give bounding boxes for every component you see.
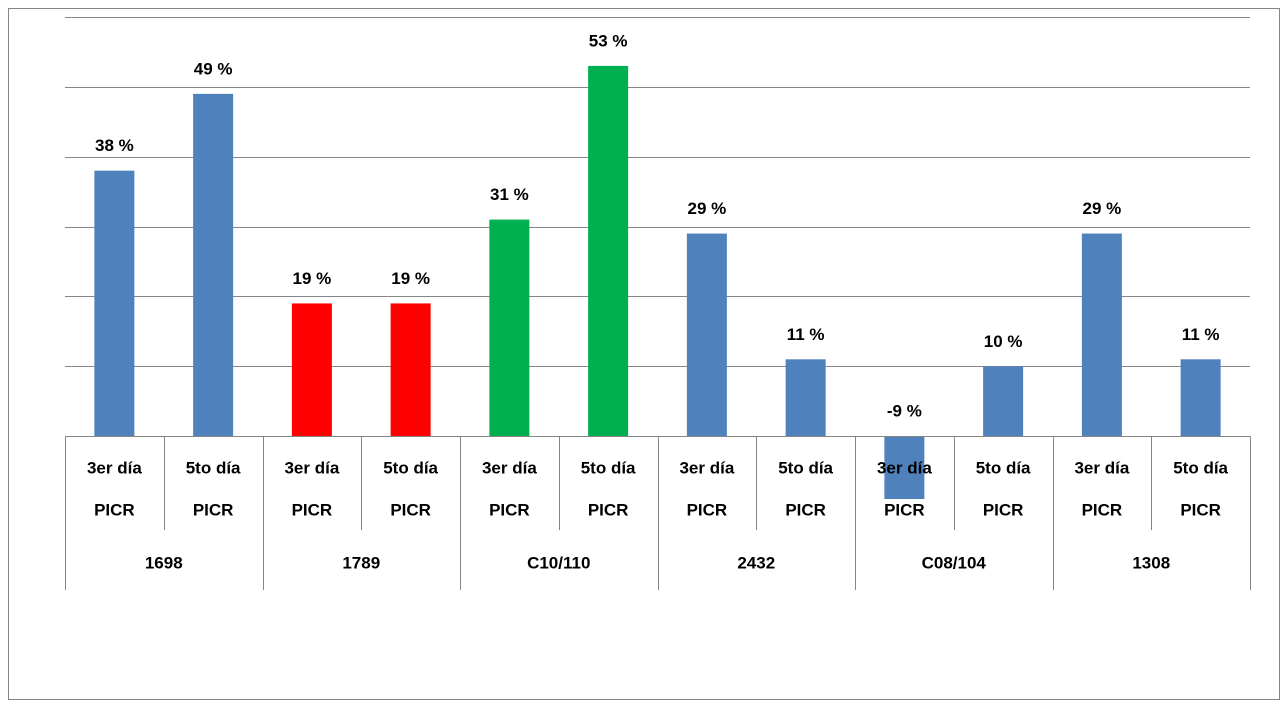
bar xyxy=(588,65,629,437)
x-tick-label: 5to día xyxy=(186,459,241,478)
x-tick-label: 5to día xyxy=(976,459,1031,478)
value-label: -9 % xyxy=(887,402,922,421)
value-label: 11 % xyxy=(787,325,825,344)
x-tick-label: 3er día xyxy=(679,459,734,478)
bar xyxy=(785,359,826,437)
bar xyxy=(193,93,234,437)
value-label: 19 % xyxy=(293,269,332,288)
x-group-label: 1789 xyxy=(342,554,380,573)
value-label: 11 % xyxy=(1182,325,1220,344)
value-label: 10 % xyxy=(984,332,1023,351)
value-label: 53 % xyxy=(589,31,628,50)
x-subcategory-label: PICR xyxy=(193,501,234,520)
x-subcategory-label: PICR xyxy=(390,501,431,520)
value-label: 38 % xyxy=(95,136,134,155)
bar xyxy=(1081,233,1122,437)
x-group-label: 2432 xyxy=(737,554,775,573)
x-subcategory-label: PICR xyxy=(588,501,629,520)
x-subcategory-label: PICR xyxy=(785,501,826,520)
value-label: 49 % xyxy=(194,59,233,78)
x-tick-label: 5to día xyxy=(1173,459,1228,478)
x-subcategory-label: PICR xyxy=(1082,501,1123,520)
x-subcategory-label: PICR xyxy=(687,501,728,520)
bar xyxy=(94,170,135,437)
value-label: 29 % xyxy=(1083,199,1122,218)
x-subcategory-label: PICR xyxy=(884,501,925,520)
bar xyxy=(390,303,431,437)
bar xyxy=(884,436,925,500)
x-tick-label: 3er día xyxy=(284,459,339,478)
x-subcategory-label: PICR xyxy=(1180,501,1221,520)
x-group-label: C08/104 xyxy=(922,554,987,573)
x-group-label: 1698 xyxy=(145,554,183,573)
bar xyxy=(489,219,530,437)
x-tick-label: 3er día xyxy=(877,459,932,478)
bar xyxy=(1180,359,1221,437)
value-label: 29 % xyxy=(688,199,727,218)
x-subcategory-label: PICR xyxy=(292,501,333,520)
bar xyxy=(686,233,727,437)
x-subcategory-label: PICR xyxy=(94,501,135,520)
x-tick-label: 3er día xyxy=(482,459,537,478)
x-tick-label: 5to día xyxy=(778,459,833,478)
x-subcategory-label: PICR xyxy=(489,501,530,520)
x-tick-label: 3er día xyxy=(1074,459,1129,478)
x-tick-label: 3er día xyxy=(87,459,142,478)
x-tick-label: 5to día xyxy=(383,459,438,478)
x-tick-label: 5to día xyxy=(581,459,636,478)
x-subcategory-label: PICR xyxy=(983,501,1024,520)
bar xyxy=(983,366,1024,437)
value-label: 31 % xyxy=(490,185,529,204)
value-label: 19 % xyxy=(391,269,430,288)
x-group-label: 1308 xyxy=(1132,554,1170,573)
x-group-label: C10/110 xyxy=(527,554,590,573)
bar xyxy=(291,303,332,437)
